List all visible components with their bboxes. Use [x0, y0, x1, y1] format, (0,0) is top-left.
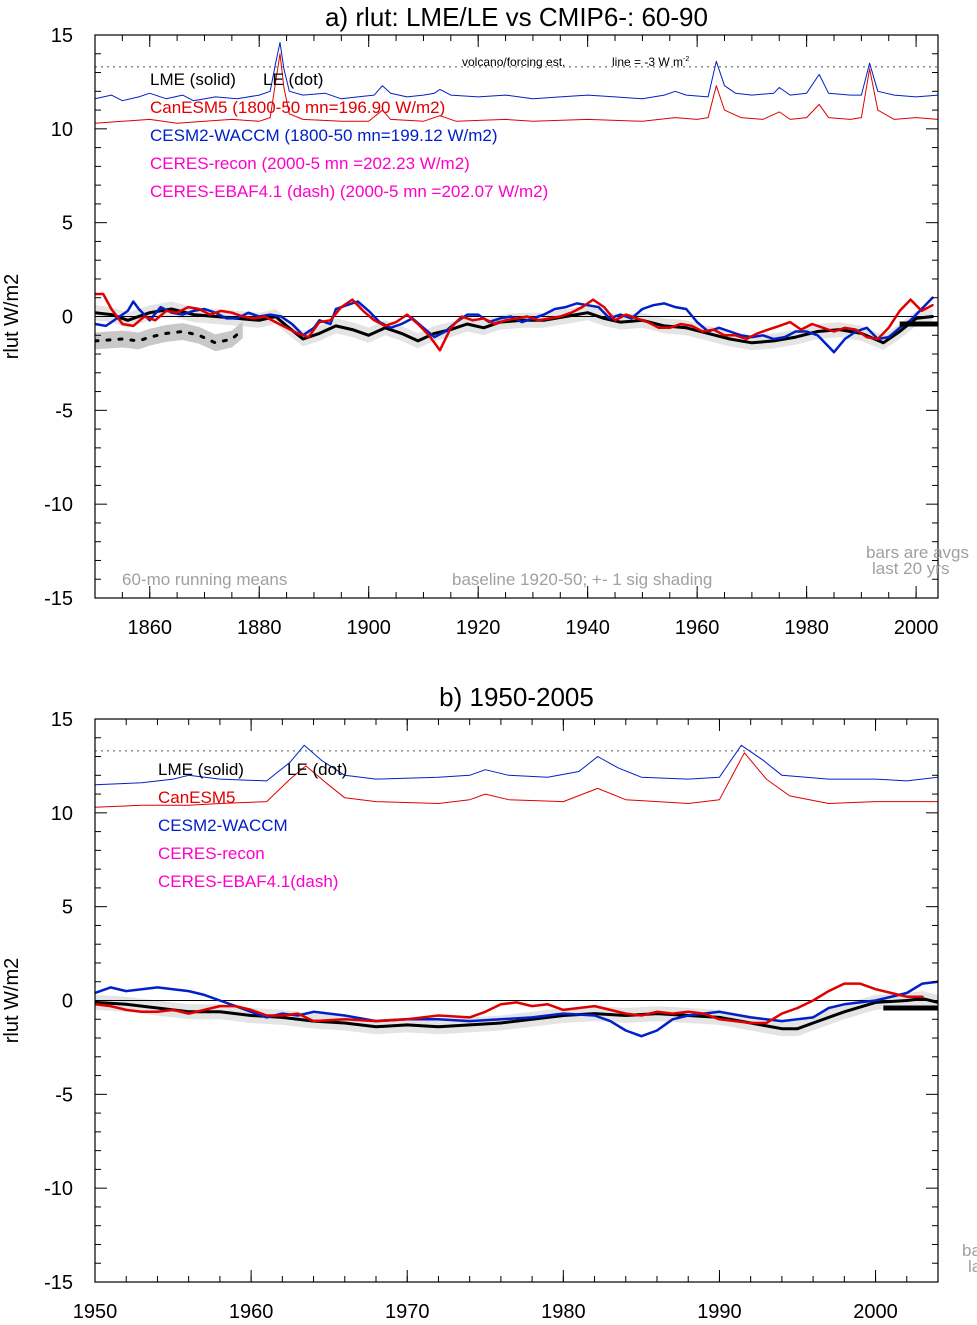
y-axis-label: rlut W/m2	[1, 958, 23, 1044]
y-tick-label: 0	[62, 307, 73, 329]
x-tick-label: 1900	[346, 617, 391, 639]
chart-title: a) rlut: LME/LE vs CMIP6-: 60-90	[325, 2, 708, 32]
y-tick-label: -15	[44, 588, 73, 610]
annotation-baseline: baseline 1920-50; +- 1 sig shading	[452, 570, 712, 589]
x-tick-label: 1970	[385, 1301, 430, 1323]
legend-entry: CERES-recon (2000-5 mn =202.23 W/m2)	[150, 154, 470, 173]
series-canesm5	[95, 292, 934, 352]
annotation-line-note: line = -3 W m-2	[612, 55, 689, 69]
series-canesm5-forcing	[95, 752, 938, 808]
x-tick-label: 1980	[784, 617, 829, 639]
y-tick-label: -10	[44, 494, 73, 516]
legend-entry: LME (solid)	[158, 760, 244, 779]
x-tick-label: 1950	[73, 1301, 118, 1323]
legend-entry: CERES-EBAF4.1 (dash) (2000-5 mn =202.07 …	[150, 182, 548, 201]
series-le	[95, 328, 245, 345]
legend-entry: CanESM5	[158, 788, 235, 807]
series-lme	[95, 997, 938, 1031]
series-cesm2-waccm	[95, 296, 934, 354]
panel-a: a) rlut: LME/LE vs CMIP6-: 60-90 rlut W/m…	[1, 2, 969, 639]
x-tick-label: 1990	[697, 1301, 742, 1323]
legend-entry: CanESM5 (1800-50 mn=196.90 W/m2)	[150, 98, 445, 117]
x-tick-label: 1980	[541, 1301, 586, 1323]
le-sigma-shading	[95, 321, 243, 352]
series-lme	[95, 307, 934, 345]
legend-entry: LE (dot)	[263, 70, 323, 89]
x-tick-label: 2000	[894, 617, 939, 639]
annotation-bars1: ba	[962, 1241, 977, 1260]
plot-area	[95, 42, 938, 354]
annotation-bars2: last 20 yrs	[872, 559, 949, 578]
y-tick-label: 15	[51, 25, 73, 47]
series-cesm2-waccm	[95, 980, 938, 1038]
x-tick-label: 1960	[229, 1301, 274, 1323]
plot-area	[95, 744, 938, 1038]
x-tick-label: 1860	[127, 617, 172, 639]
annotation-volcano: volcano/forcing est.	[462, 55, 565, 69]
chart-title: b) 1950-2005	[439, 682, 594, 712]
y-tick-label: 5	[62, 213, 73, 235]
y-tick-label: 5	[62, 897, 73, 919]
annotation-bars2: la	[968, 1257, 977, 1276]
y-tick-label: 10	[51, 803, 73, 825]
series-cesm2-waccm-forcing	[95, 744, 938, 786]
y-tick-label: -5	[55, 400, 73, 422]
lme-sigma-shading	[95, 991, 938, 1037]
annotation-superscript: -2	[683, 56, 689, 63]
x-tick-label: 2000	[853, 1301, 898, 1323]
legend-entry: CESM2-WACCM (1800-50 mn=199.12 W/m2)	[150, 126, 498, 145]
x-tick-label: 1940	[565, 617, 610, 639]
y-tick-label: 15	[51, 709, 73, 731]
x-tick-label: 1880	[237, 617, 282, 639]
legend-entry: LME (solid)	[150, 70, 236, 89]
y-tick-label: -10	[44, 1178, 73, 1200]
legend-entry: CERES-recon	[158, 844, 265, 863]
y-tick-label: -15	[44, 1272, 73, 1294]
annotation-bars1: bars are avgs	[866, 543, 969, 562]
x-tick-label: 1920	[456, 617, 501, 639]
legend-entry: CESM2-WACCM	[158, 816, 288, 835]
legend-entry: LE (dot)	[287, 760, 347, 779]
x-tick-label: 1960	[675, 617, 720, 639]
y-tick-label: 0	[62, 991, 73, 1013]
series-canesm5	[95, 982, 924, 1025]
y-tick-label: 10	[51, 119, 73, 141]
y-tick-label: -5	[55, 1084, 73, 1106]
series-canesm5-forcing	[95, 53, 938, 124]
annotation-running: 60-mo running means	[122, 570, 287, 589]
y-axis-label: rlut W/m2	[1, 274, 23, 360]
legend-entry: CERES-EBAF4.1(dash)	[158, 872, 338, 891]
series-cesm2-waccm-forcing	[95, 42, 938, 102]
